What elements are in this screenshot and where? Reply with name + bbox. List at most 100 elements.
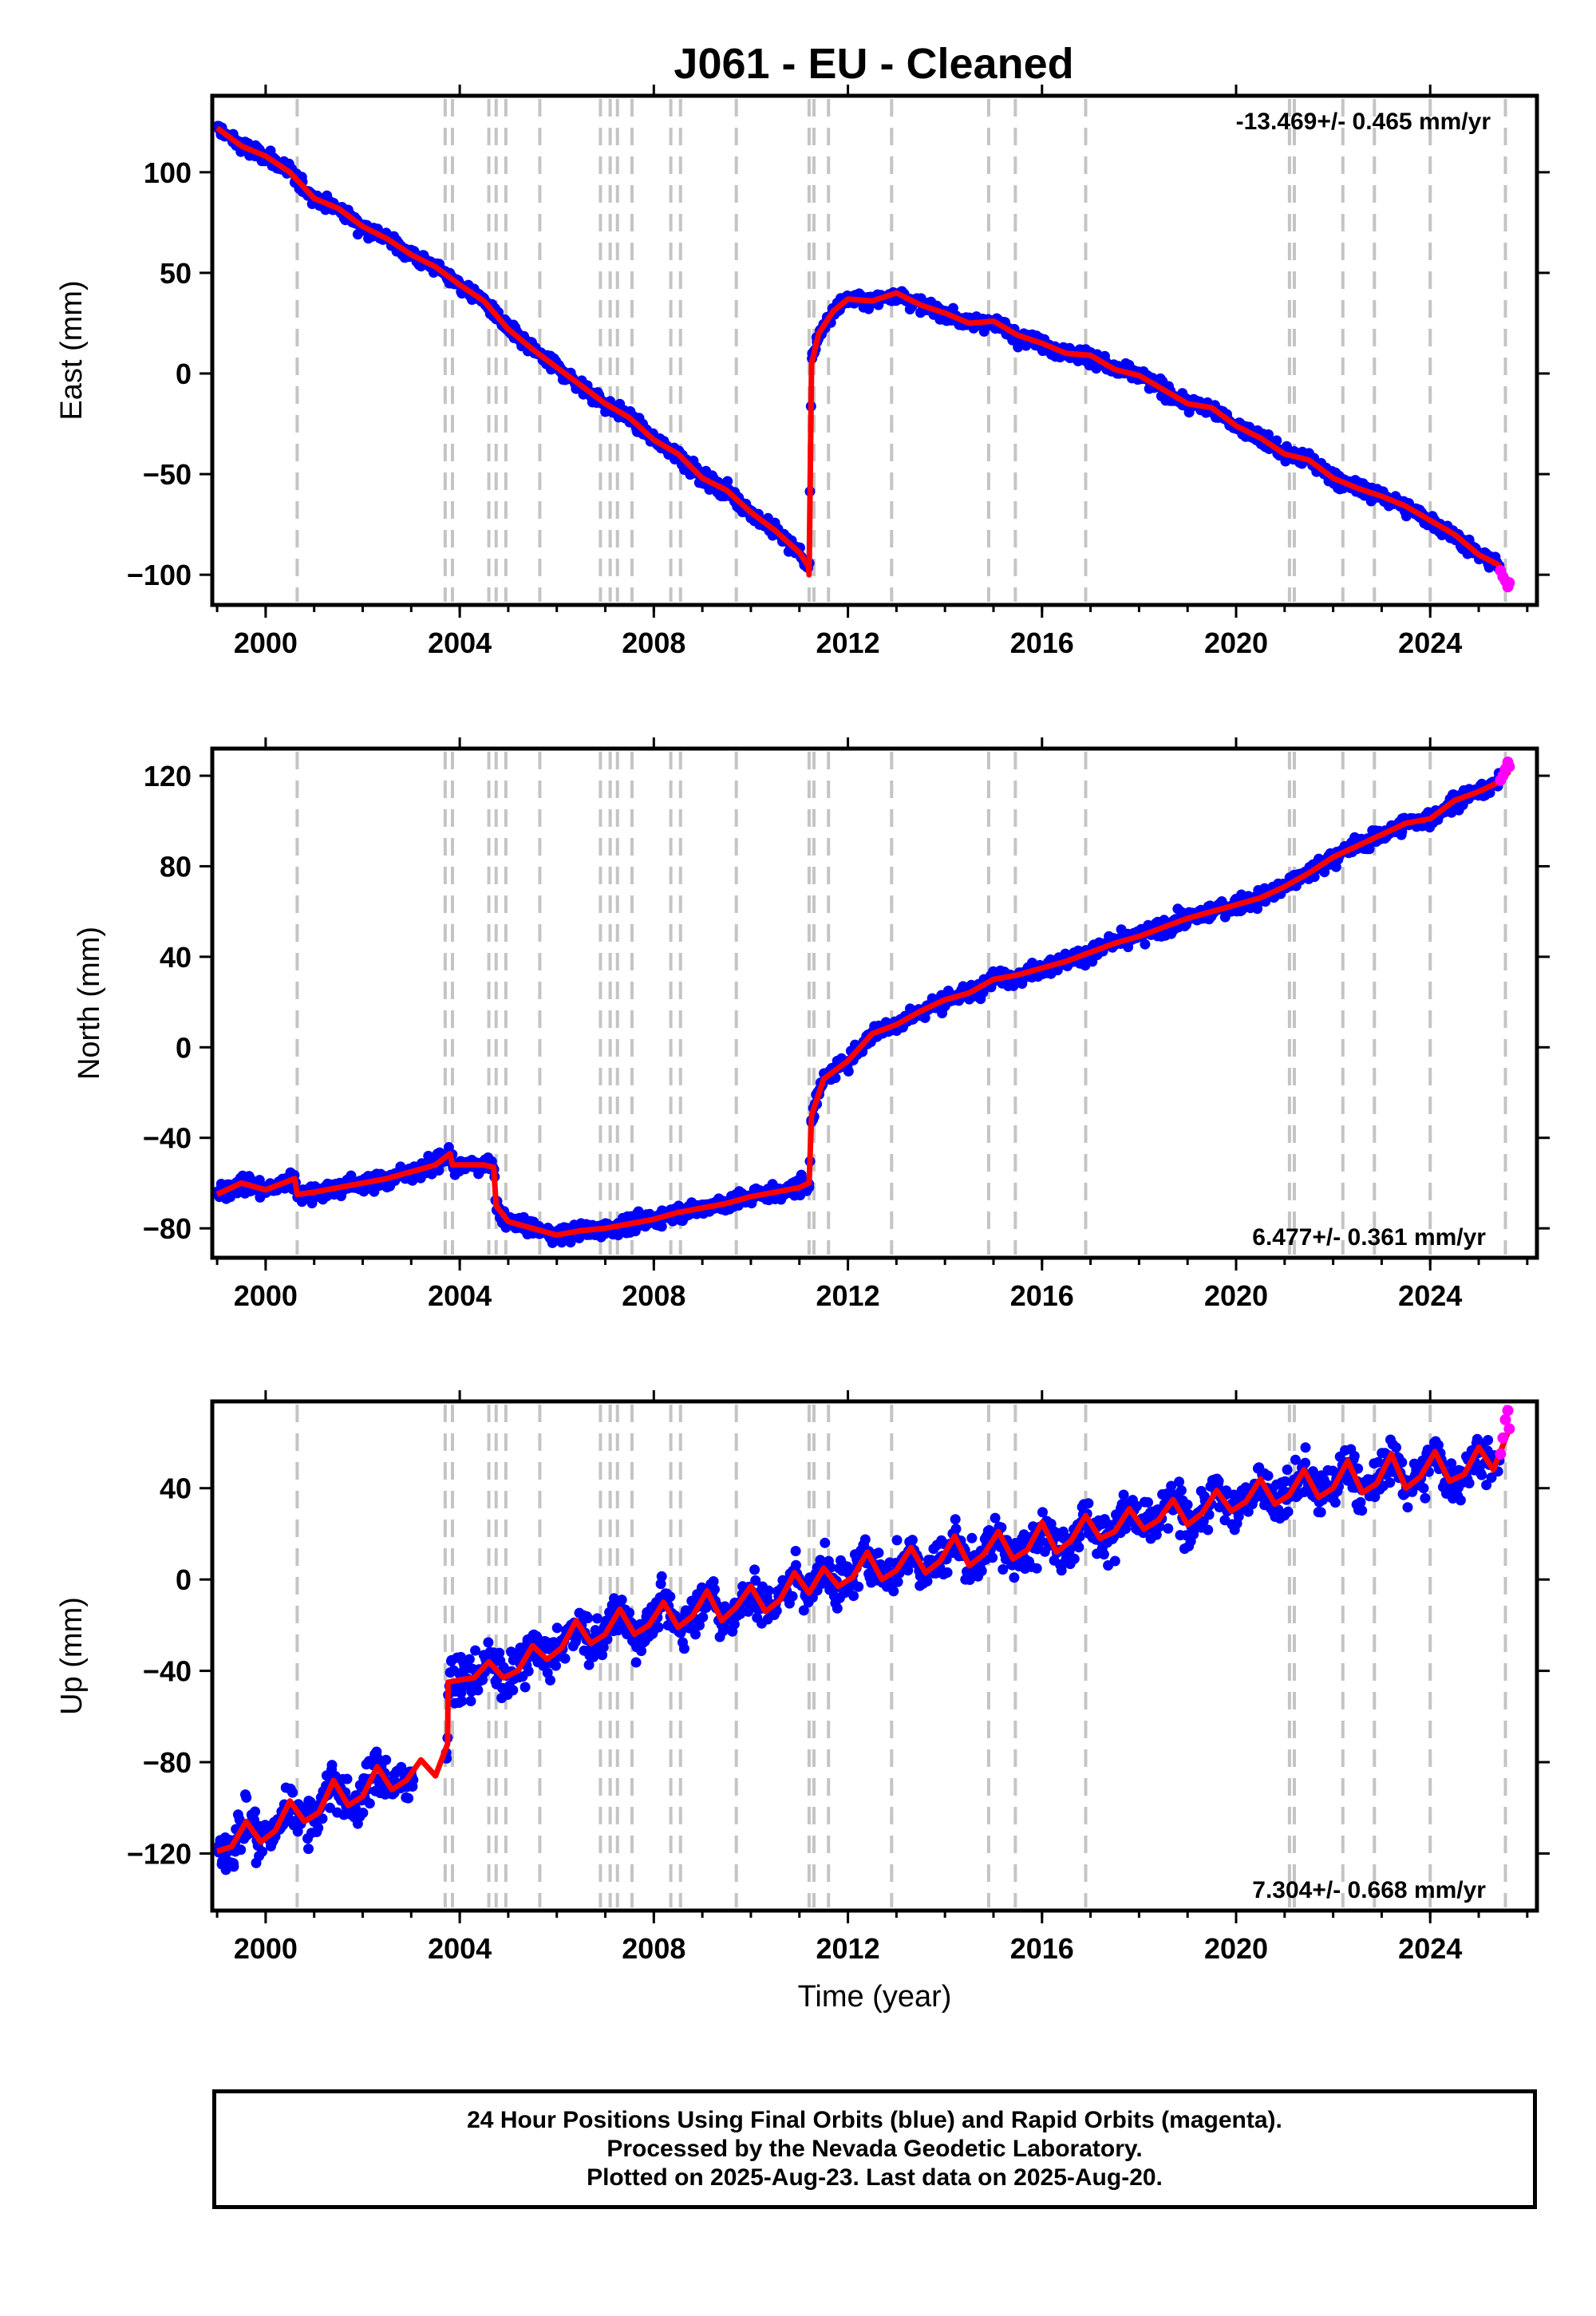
up-final-orbit-point — [313, 1822, 324, 1833]
up-final-orbit-point — [1069, 1553, 1080, 1564]
up-final-orbit-point — [1282, 1464, 1293, 1476]
up-final-orbit-point — [1349, 1451, 1360, 1461]
up-final-orbit-point — [848, 1591, 859, 1602]
north-x-tick-label: 2016 — [1010, 1279, 1074, 1312]
up-rapid-orbit-points — [1495, 1405, 1515, 1460]
up-final-orbit-point — [1357, 1505, 1368, 1516]
up-rapid-orbit-point — [1503, 1423, 1515, 1435]
up-final-orbit-point — [1464, 1478, 1475, 1488]
up-final-orbit-point — [976, 1565, 987, 1576]
north-x-tick-label: 2000 — [234, 1279, 298, 1312]
east-x-tick-label: 2008 — [622, 626, 685, 659]
up-final-orbit-point — [697, 1611, 709, 1622]
up-final-orbit-point — [372, 1752, 383, 1763]
up-final-orbit-point — [820, 1537, 831, 1548]
up-final-orbit-point — [653, 1622, 664, 1633]
up-y-tick-label: −40 — [143, 1655, 192, 1688]
up-final-orbit-point — [1073, 1542, 1084, 1553]
north-y-tick-label: 120 — [144, 760, 192, 792]
east-y-tick-label: 0 — [176, 358, 192, 390]
up-final-orbit-point — [1315, 1507, 1326, 1518]
up-final-orbit-point — [241, 1792, 252, 1803]
footer-caption: 24 Hour Positions Using Final Orbits (bl… — [212, 2089, 1537, 2209]
up-x-tick-label: 2016 — [1010, 1932, 1074, 1965]
up-final-orbit-point — [257, 1846, 268, 1857]
east-x-tick-label: 2012 — [816, 626, 880, 659]
up-final-orbit-points — [212, 1433, 1505, 1875]
up-final-orbit-point — [1163, 1523, 1174, 1534]
east-x-tick-label: 2016 — [1010, 626, 1074, 659]
up-final-orbit-point — [950, 1524, 962, 1535]
up-final-orbit-point — [787, 1591, 798, 1602]
up-final-orbit-point — [1213, 1476, 1224, 1487]
north-panel: 2000 2004 2008 2012 2016 2020 202412080400−40−… — [73, 737, 1550, 1312]
north-x-tick-label: 2008 — [622, 1279, 685, 1312]
north-y-tick-label: −80 — [143, 1212, 192, 1245]
up-final-orbit-point — [465, 1696, 476, 1706]
east-rate-text: -13.469+/- 0.465 mm/yr — [1236, 109, 1491, 135]
north-y-tick-label: 80 — [160, 850, 192, 883]
north-rapid-orbit-point — [1503, 761, 1515, 773]
east-x-tick-label: 2024 — [1398, 626, 1462, 659]
up-final-orbit-point — [250, 1806, 261, 1817]
east-final-orbit-point — [1263, 429, 1274, 440]
up-final-orbit-point — [888, 1586, 899, 1597]
up-final-orbit-point — [483, 1637, 494, 1648]
up-final-orbit-point — [326, 1760, 338, 1771]
up-final-orbit-point — [551, 1622, 563, 1634]
up-final-orbit-point — [1143, 1497, 1153, 1508]
up-final-orbit-point — [1175, 1485, 1187, 1496]
east-event-lines — [295, 99, 1507, 602]
up-final-orbit-point — [990, 1512, 1001, 1524]
east-axis-ticks: 2000 2004 2008 2012 2016 2020 2024100500−50−10… — [127, 85, 1550, 659]
up-final-orbit-point — [630, 1657, 642, 1668]
up-final-orbit-point — [591, 1613, 602, 1624]
up-final-orbit-point — [950, 1514, 961, 1525]
up-rate-text: 7.304+/- 0.668 mm/yr — [1252, 1877, 1486, 1903]
up-final-orbit-point — [456, 1696, 468, 1706]
north-x-tick-label: 2024 — [1398, 1279, 1462, 1312]
up-final-orbit-point — [235, 1844, 247, 1856]
up-final-orbit-point — [403, 1792, 414, 1804]
up-x-tick-label: 2000 — [234, 1932, 298, 1965]
up-final-orbit-point — [1098, 1549, 1109, 1560]
up-y-tick-label: −80 — [143, 1746, 192, 1779]
up-final-orbit-point — [891, 1535, 903, 1546]
up-final-orbit-point — [892, 1576, 903, 1587]
up-x-tick-label: 2004 — [428, 1932, 492, 1965]
up-final-orbit-point — [1009, 1572, 1020, 1583]
up-y-tick-label: 40 — [160, 1472, 192, 1505]
up-final-orbit-point — [859, 1534, 871, 1545]
up-rapid-orbit-point — [1495, 1448, 1507, 1460]
up-final-orbit-point — [545, 1674, 555, 1686]
up-final-orbit-point — [966, 1532, 978, 1543]
up-final-orbit-point — [853, 1581, 864, 1592]
up-x-tick-label: 2024 — [1398, 1932, 1462, 1965]
north-x-tick-label: 2020 — [1204, 1279, 1268, 1312]
up-final-orbit-point — [559, 1653, 571, 1664]
north-x-tick-label: 2012 — [816, 1279, 880, 1312]
up-final-orbit-point — [1262, 1470, 1274, 1481]
up-final-orbit-point — [1402, 1502, 1413, 1513]
up-final-orbit-point — [1182, 1500, 1193, 1510]
north-final-orbit-point — [656, 1221, 667, 1232]
up-final-orbit-point — [907, 1535, 918, 1546]
up-rapid-orbit-point — [1502, 1405, 1514, 1417]
footer-line-3: Plotted on 2025-Aug-23. Last data on 202… — [587, 2164, 1163, 2191]
east-final-orbit-point — [722, 476, 733, 487]
up-final-orbit-point — [656, 1571, 667, 1582]
up-final-orbit-point — [381, 1754, 392, 1765]
up-x-tick-label: 2008 — [622, 1932, 685, 1965]
up-final-orbit-point — [523, 1666, 534, 1677]
north-x-tick-label: 2004 — [428, 1279, 492, 1312]
east-y-tick-label: −50 — [143, 458, 192, 491]
east-model-curve — [215, 125, 1512, 585]
up-final-orbit-point — [1455, 1495, 1466, 1506]
up-final-orbit-point — [1118, 1489, 1129, 1500]
up-y-tick-label: 0 — [176, 1563, 192, 1596]
up-final-orbit-point — [987, 1552, 998, 1563]
east-model-line — [215, 125, 1512, 585]
east-rapid-orbit-points — [1495, 565, 1515, 593]
east-final-orbit-points — [212, 121, 1505, 574]
up-final-orbit-point — [1109, 1555, 1120, 1567]
